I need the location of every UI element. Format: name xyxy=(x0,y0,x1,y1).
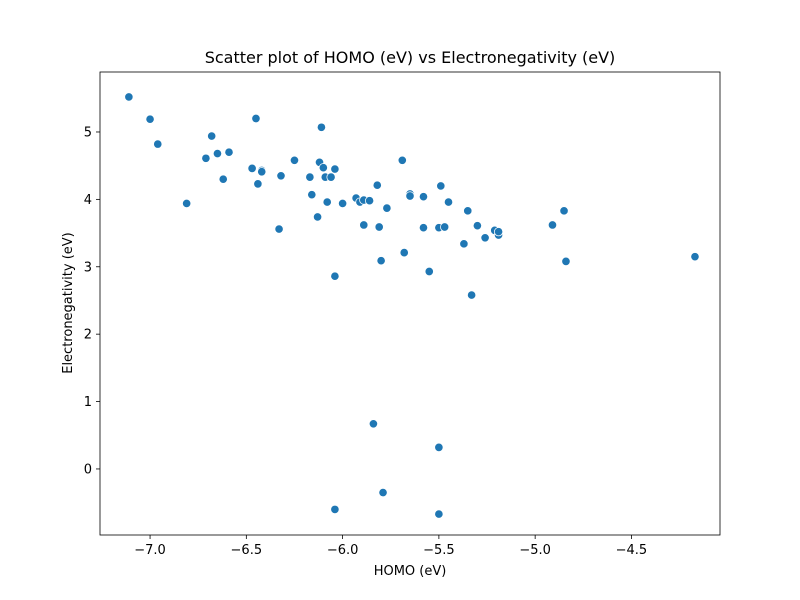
data-points xyxy=(124,92,700,519)
data-point xyxy=(418,223,429,233)
data-point xyxy=(493,227,504,237)
data-point xyxy=(330,271,340,281)
data-point xyxy=(182,198,192,208)
x-axis-ticks: −7.0 −6.5 −6.0 −5.5 −5.0 −4.5 xyxy=(134,535,647,558)
x-tick-label: −5.0 xyxy=(519,543,551,558)
x-tick-label: −6.5 xyxy=(231,543,263,558)
data-point xyxy=(382,203,392,213)
data-point xyxy=(124,92,134,102)
data-point xyxy=(307,190,317,200)
data-point xyxy=(338,198,348,208)
x-tick-label: −6.0 xyxy=(327,543,359,558)
data-point xyxy=(372,180,382,190)
data-point xyxy=(201,153,211,163)
data-point xyxy=(212,148,223,159)
data-point xyxy=(405,191,415,201)
plot-frame xyxy=(99,71,721,536)
plot-area: −7.0 −6.5 −6.0 −5.5 −5.0 −4.5 0 1 2 3 4 5 xyxy=(84,71,721,558)
data-point xyxy=(253,179,263,189)
y-tick-label: 4 xyxy=(84,193,92,208)
data-point xyxy=(467,290,477,300)
data-point xyxy=(436,181,446,191)
data-point xyxy=(153,139,163,149)
data-point xyxy=(424,266,434,277)
data-point xyxy=(207,131,217,141)
data-point xyxy=(359,220,369,230)
data-point xyxy=(690,252,700,262)
data-point xyxy=(399,248,409,258)
data-point xyxy=(378,487,388,498)
data-point xyxy=(218,174,228,184)
data-point xyxy=(313,212,323,222)
data-point xyxy=(443,197,454,207)
data-point xyxy=(434,442,444,452)
y-tick-label: 0 xyxy=(84,462,92,477)
x-tick-label: −7.0 xyxy=(134,543,166,558)
y-tick-label: 3 xyxy=(84,260,92,275)
data-point xyxy=(547,220,558,230)
data-point xyxy=(472,221,482,231)
x-tick-label: −5.5 xyxy=(423,543,455,558)
data-point xyxy=(418,192,429,202)
data-point xyxy=(397,155,407,165)
data-point xyxy=(376,256,386,266)
data-point xyxy=(322,197,332,207)
y-axis-label: Electronegativity (eV) xyxy=(61,232,76,374)
data-point xyxy=(251,113,261,124)
data-point xyxy=(247,163,257,173)
data-point xyxy=(257,167,267,177)
data-point xyxy=(305,172,315,182)
y-tick-label: 5 xyxy=(84,125,92,140)
y-tick-label: 2 xyxy=(84,328,92,343)
y-tick-label: 1 xyxy=(84,395,92,410)
data-point xyxy=(274,224,284,234)
data-point xyxy=(145,114,155,124)
data-point xyxy=(480,233,490,243)
chart-title: Scatter plot of HOMO (eV) vs Electronega… xyxy=(205,48,616,67)
data-point xyxy=(326,172,336,182)
data-point xyxy=(368,419,378,429)
data-point xyxy=(463,206,473,216)
data-point xyxy=(316,122,327,132)
data-point xyxy=(459,239,469,249)
data-point xyxy=(330,504,340,514)
x-tick-label: −4.5 xyxy=(616,543,648,558)
data-point xyxy=(440,222,450,232)
data-point xyxy=(559,206,569,216)
data-point xyxy=(276,171,286,181)
y-axis-ticks: 0 1 2 3 4 5 xyxy=(84,125,100,477)
data-point xyxy=(224,147,234,157)
data-point xyxy=(434,509,444,519)
x-axis-label: HOMO (eV) xyxy=(374,564,447,579)
data-point xyxy=(330,164,340,174)
data-point xyxy=(318,163,328,173)
data-point xyxy=(289,155,300,165)
data-point xyxy=(364,196,375,206)
data-point xyxy=(374,222,384,232)
data-point xyxy=(561,256,571,266)
